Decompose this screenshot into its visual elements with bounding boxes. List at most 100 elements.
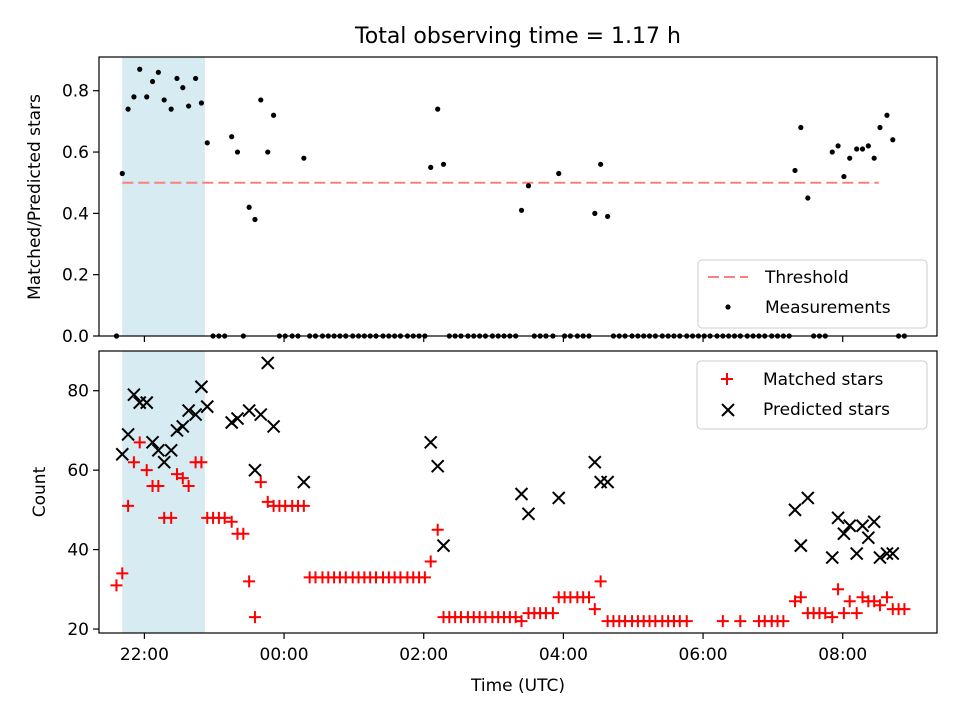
x-tick-label: 02:00 — [399, 645, 448, 665]
legend-matched-swatch — [721, 373, 733, 385]
matched-star-point — [898, 603, 911, 616]
predicted-star-point — [436, 538, 451, 553]
matched-star-point — [594, 575, 607, 588]
matched-star-point — [880, 591, 893, 604]
y-tick-label: 0.8 — [62, 82, 89, 102]
matched-star-point — [140, 464, 153, 477]
predicted-star-point — [514, 487, 529, 501]
predicted-star-point — [230, 411, 245, 426]
measurement-point — [301, 155, 307, 161]
y-tick-label: 0.4 — [62, 204, 89, 224]
matched-star-point — [297, 499, 310, 512]
bottom-legend: Matched stars Predicted stars — [696, 360, 928, 430]
measurement-point — [792, 167, 798, 174]
measurement-point — [798, 124, 804, 131]
measurement-point — [592, 210, 598, 216]
legend-matched-label: Matched stars — [763, 370, 883, 390]
measurement-point — [186, 103, 192, 109]
measurement-point — [435, 106, 441, 112]
matched-star-point — [832, 583, 845, 596]
measurement-point — [865, 143, 871, 149]
matched-star-point — [133, 436, 146, 449]
matched-star-point — [176, 472, 189, 485]
matched-star-point — [243, 575, 256, 588]
matched-star-point — [850, 607, 863, 620]
measurement-point — [440, 161, 447, 167]
measurement-point — [125, 106, 131, 112]
matched-star-point — [237, 527, 250, 540]
measurement-point — [805, 195, 811, 201]
x-tick-label: 04:00 — [539, 645, 588, 665]
x-axis-label: Time (UTC) — [470, 676, 565, 696]
measurement-point — [161, 97, 167, 103]
predicted-star-point — [164, 443, 178, 458]
matched-star-point — [127, 456, 140, 469]
matched-star-point — [431, 523, 444, 536]
predicted-star-point — [825, 550, 839, 565]
predicted-star-point — [880, 546, 894, 561]
measurement-point — [871, 155, 877, 161]
predicted-star-point — [855, 519, 870, 533]
predicted-star-point — [831, 511, 845, 525]
measurement-point — [884, 112, 890, 118]
bottom-plot-frame — [98, 350, 938, 634]
y-tick-label: 0.6 — [62, 143, 89, 163]
measurement-point — [859, 146, 866, 152]
measurement-point — [877, 124, 883, 131]
matched-star-point — [165, 511, 178, 524]
measurement-point — [890, 137, 896, 143]
predicted-star-point — [867, 515, 881, 529]
matched-star-point — [116, 567, 129, 580]
predicted-star-point — [430, 459, 445, 473]
figure-title: Total observing time = 1.17 h — [354, 24, 681, 49]
measurement-point — [854, 146, 860, 152]
matched-star-point — [794, 591, 807, 604]
predicted-star-point — [181, 403, 196, 418]
bottom-y-ticks: 20 40 60 80 — [67, 382, 99, 640]
matched-star-point — [546, 607, 559, 620]
x-tick-label: 06:00 — [679, 645, 728, 665]
matched-star-point — [837, 607, 850, 620]
matched-star-point — [182, 480, 195, 493]
matched-star-point — [424, 555, 437, 568]
predicted-star-point — [297, 475, 311, 489]
top-highlight-span — [122, 57, 205, 336]
legend-threshold-label: Threshold — [764, 268, 849, 288]
predicted-star-point — [242, 403, 256, 418]
predicted-star-point — [248, 463, 262, 477]
y-tick-label: 60 — [67, 461, 89, 481]
measurement-point — [525, 183, 532, 189]
measurement-point — [193, 75, 199, 82]
top-legend-box — [697, 259, 928, 329]
measurement-point — [119, 170, 125, 177]
y-tick-label: 20 — [67, 620, 89, 640]
bottom-x-ticks: 22:00 00:00 02:00 04:00 06:00 08:00 — [120, 633, 867, 665]
predicted-star-point — [552, 491, 566, 505]
predicted-star-point — [794, 538, 808, 553]
predicted-star-point — [843, 519, 857, 533]
measurement-point — [137, 66, 143, 72]
measurement-point — [252, 216, 258, 223]
top-legend: Threshold Measurements — [697, 259, 928, 329]
matched-star-point — [873, 599, 886, 612]
matched-star-point — [716, 615, 729, 628]
predicted-star-point — [886, 546, 900, 561]
predicted-star-point — [424, 435, 438, 450]
predicted-star-point — [788, 503, 802, 517]
predicted-star-point — [145, 435, 160, 450]
predicted-star-point — [849, 546, 864, 561]
y-tick-label: 40 — [67, 541, 89, 561]
x-tick-label: 22:00 — [120, 645, 169, 665]
matched-star-point — [248, 611, 261, 624]
matched-star-point — [843, 595, 856, 608]
matched-star-point — [122, 499, 135, 512]
measurement-point — [598, 161, 604, 167]
measurement-point — [265, 149, 271, 155]
measurement-point — [270, 112, 277, 118]
predicted-star-point — [140, 395, 154, 410]
measurement-point — [258, 97, 264, 103]
measurement-point — [174, 75, 180, 82]
bottom-y-axis-label: Count — [30, 466, 50, 517]
predicted-star-point — [266, 419, 281, 434]
